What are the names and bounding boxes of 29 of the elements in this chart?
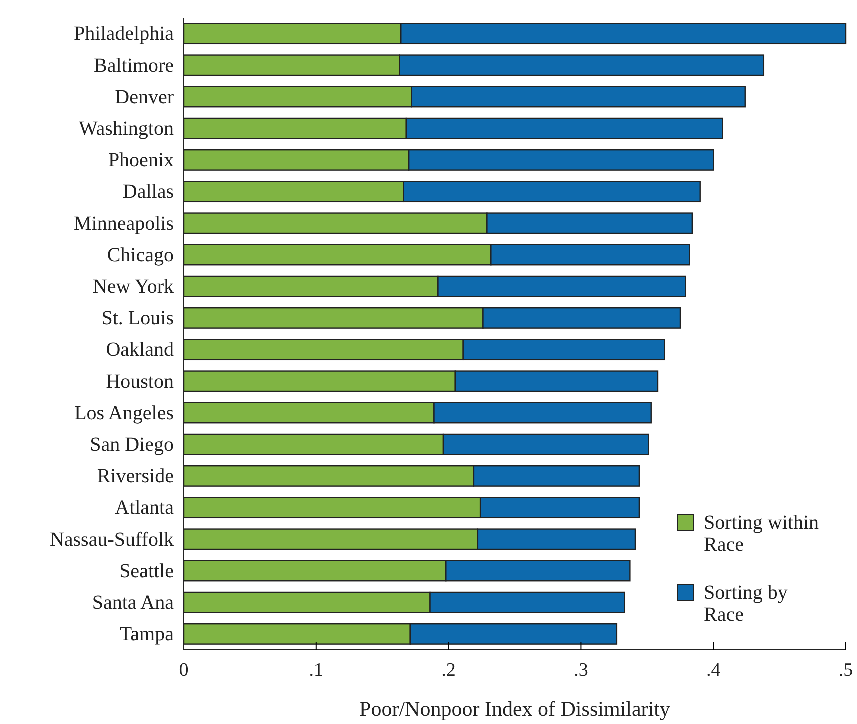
y-tick-label: Tampa xyxy=(120,624,174,646)
y-tick-label: Houston xyxy=(106,370,174,393)
y-tick-label: Atlanta xyxy=(115,497,174,520)
y-tick-label: Denver xyxy=(115,86,174,108)
x-tick-label: .3 xyxy=(574,660,588,681)
y-tick-label: Seattle xyxy=(120,560,174,582)
y-tick-label: Baltimore xyxy=(94,54,174,77)
y-tick-label: St. Louis xyxy=(102,308,174,330)
y-tick-label: Washington xyxy=(78,118,174,140)
x-tick-label: .1 xyxy=(309,660,324,681)
x-tick-label: .4 xyxy=(706,660,722,681)
y-tick-label: Santa Ana xyxy=(92,592,174,614)
x-axis-title: Poor/Nonpoor Index of Dissimilarity xyxy=(360,697,671,721)
y-tick-label: Philadelphia xyxy=(74,23,174,46)
y-tick-label: Nassau-Suffolk xyxy=(50,528,174,551)
x-tick-label: .5 xyxy=(838,660,854,681)
y-tick-label: Oakland xyxy=(106,339,174,362)
y-tick-label: Dallas xyxy=(122,181,174,204)
x-tick-label: .2 xyxy=(442,660,456,681)
y-tick-label: Los Angeles xyxy=(74,402,174,424)
legend-label: Sorting by Race xyxy=(704,582,788,626)
y-tick-label: Chicago xyxy=(107,244,174,266)
y-tick-label: Riverside xyxy=(97,466,174,488)
y-tick-label: New York xyxy=(92,276,174,298)
y-tick-label: San Diego xyxy=(90,434,174,456)
y-tick-label: Minneapolis xyxy=(74,212,174,235)
y-tick-label: Phoenix xyxy=(108,150,174,172)
x-tick-label: 0 xyxy=(179,660,189,681)
legend-label: Sorting within Race xyxy=(704,512,820,556)
